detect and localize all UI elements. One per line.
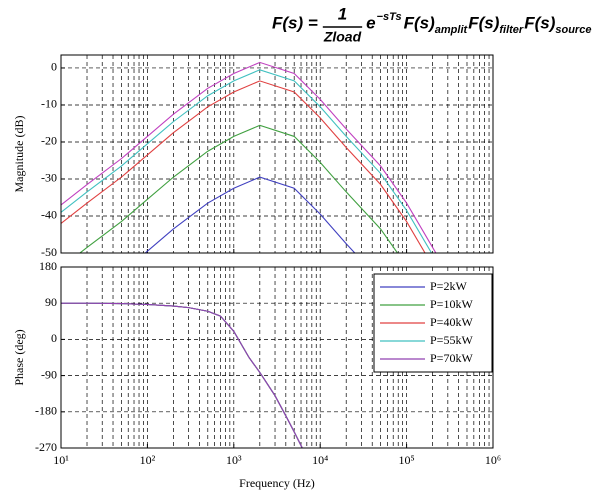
series-line (61, 61, 437, 253)
y-tick-label: -90 (41, 367, 57, 381)
series-line (61, 69, 433, 253)
y-axis-label: Phase (deg) (12, 329, 26, 385)
y-tick-label: -10 (41, 97, 57, 111)
x-tick-label: 10⁴ (312, 453, 328, 467)
x-tick-label: 10³ (226, 453, 242, 467)
y-tick-label: -270 (35, 440, 57, 454)
series-group (61, 302, 303, 448)
series-line (61, 80, 426, 253)
plot-area (61, 55, 493, 253)
formula-subscript: filter (499, 24, 524, 36)
y-axis-label: Magnitude (dB) (12, 116, 26, 193)
y-tick-label: 180 (39, 259, 57, 273)
formula-lhs: F(s) = (272, 13, 318, 32)
formula-subscript: amplit (435, 24, 469, 36)
plot-frame (60, 266, 494, 449)
formula-subscript: source (555, 24, 591, 36)
legend-label: P=2kW (430, 279, 467, 293)
legend-label: P=10kW (430, 297, 473, 311)
y-tick-label: -40 (41, 208, 57, 222)
x-tick-label: 10² (140, 453, 156, 467)
formula-base: e (366, 13, 375, 32)
legend-label: P=55kW (430, 333, 473, 347)
y-tick-label: -30 (41, 171, 57, 185)
formula-exponent: −sTs (377, 11, 402, 23)
series-group (61, 61, 437, 253)
x-tick-label: 10¹ (53, 453, 69, 467)
y-tick-label: 0 (51, 60, 57, 74)
formula-numerator: 1 (338, 4, 347, 23)
y-tick-label: -20 (41, 134, 57, 148)
y-tick-label: 0 (51, 331, 57, 345)
y-tick-label: -180 (35, 404, 57, 418)
series-line (79, 124, 399, 253)
y-tick-label: 90 (45, 295, 57, 309)
formula-factor: F(s) (524, 13, 556, 32)
legend-label: P=40kW (430, 315, 473, 329)
series-line (61, 302, 303, 448)
plot-frame (60, 54, 494, 254)
legend-label: P=70kW (430, 351, 473, 365)
formula-factor: F(s) (468, 13, 500, 32)
y-tick-label: -50 (41, 245, 57, 259)
series-line (144, 176, 356, 253)
formula-denominator: Zload (323, 29, 362, 45)
x-tick-label: 10⁵ (399, 453, 415, 467)
x-tick-label: 10⁶ (485, 453, 501, 467)
formula-factor: F(s) (404, 13, 436, 32)
x-axis-label: Frequency (Hz) (239, 476, 315, 490)
